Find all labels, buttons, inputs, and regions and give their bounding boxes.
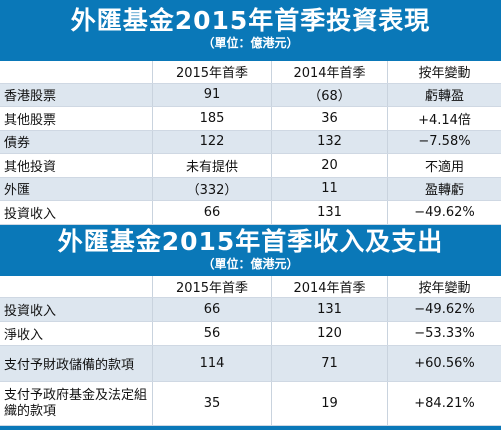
cell: 132 (271, 130, 388, 154)
cell: 11 (271, 177, 388, 201)
header-cell: 2015年首季 (152, 275, 272, 298)
header-cell: 2015年首季 (152, 61, 272, 84)
section1-banner: 外匯基金2015年首季投資表現 （單位：億港元） (0, 0, 501, 61)
cell: （332） (152, 177, 272, 201)
cell: 122 (152, 130, 272, 154)
income-expenditure-table: 2015年首季 2014年首季 按年變動 投資收入 66 131 −49.62%… (0, 275, 501, 426)
cell: （68） (271, 83, 388, 107)
header-cell: 按年變動 (387, 61, 501, 84)
row-label: 投資收入 (0, 200, 153, 225)
cell: +4.14倍 (387, 106, 501, 131)
cell: 114 (152, 345, 272, 382)
row-label: 香港股票 (0, 83, 153, 107)
section1-title: 外匯基金2015年首季投資表現 (70, 6, 431, 35)
row-label: 支付予財政儲備的款項 (0, 345, 153, 382)
section2-banner: 外匯基金2015年首季收入及支出 （單位：億港元） (0, 224, 501, 276)
row-label: 淨收入 (0, 321, 153, 346)
cell: 20 (271, 153, 388, 178)
cell: −53.33% (387, 321, 501, 346)
cell: 131 (271, 297, 388, 322)
cell: −49.62% (387, 200, 501, 225)
cell: +84.21% (387, 381, 501, 426)
cell: 盈轉虧 (387, 177, 501, 201)
bottom-rule (0, 426, 501, 430)
row-label: 外匯 (0, 177, 153, 201)
cell: 71 (271, 345, 388, 382)
cell: 120 (271, 321, 388, 346)
section1-unit: （單位：億港元） (202, 36, 299, 50)
header-cell: 按年變動 (387, 275, 501, 298)
table-row: 支付予財政儲備的款項 114 71 +60.56% (0, 345, 501, 382)
cell: 66 (152, 297, 272, 322)
row-label: 支付予政府基金及法定組織的款項 (0, 381, 153, 426)
cell: 36 (271, 106, 388, 131)
row-label: 債券 (0, 130, 153, 154)
table-row: 債券 122 132 −7.58% (0, 130, 501, 154)
table-row: 香港股票 91 （68） 虧轉盈 (0, 83, 501, 107)
table-row: 外匯 （332） 11 盈轉虧 (0, 177, 501, 201)
header-cell: 2014年首季 (271, 61, 388, 84)
row-label: 投資收入 (0, 297, 153, 322)
table-row: 其他投資 未有提供 20 不適用 (0, 153, 501, 178)
cell: 35 (152, 381, 272, 426)
row-label: 其他投資 (0, 153, 153, 178)
table-header-row: 2015年首季 2014年首季 按年變動 (0, 61, 501, 84)
investment-performance-table: 2015年首季 2014年首季 按年變動 香港股票 91 （68） 虧轉盈 其他… (0, 61, 501, 225)
cell: 131 (271, 200, 388, 225)
cell: −7.58% (387, 130, 501, 154)
cell: +60.56% (387, 345, 501, 382)
row-label: 其他股票 (0, 106, 153, 131)
header-cell: 2014年首季 (271, 275, 388, 298)
cell: 56 (152, 321, 272, 346)
cell: 19 (271, 381, 388, 426)
header-cell (0, 61, 153, 84)
cell: 虧轉盈 (387, 83, 501, 107)
table-row: 投資收入 66 131 −49.62% (0, 200, 501, 225)
cell: 91 (152, 83, 272, 107)
section2-title: 外匯基金2015年首季收入及支出 (57, 226, 444, 256)
table-row: 其他股票 185 36 +4.14倍 (0, 106, 501, 131)
header-cell (0, 275, 153, 298)
cell: 未有提供 (152, 153, 272, 178)
table-row: 淨收入 56 120 −53.33% (0, 321, 501, 346)
cell: 不適用 (387, 153, 501, 178)
table-header-row: 2015年首季 2014年首季 按年變動 (0, 275, 501, 298)
table-row: 支付予政府基金及法定組織的款項 35 19 +84.21% (0, 381, 501, 426)
cell: 66 (152, 200, 272, 225)
cell: 185 (152, 106, 272, 131)
table-row: 投資收入 66 131 −49.62% (0, 297, 501, 322)
cell: −49.62% (387, 297, 501, 322)
section2-unit: （單位：億港元） (202, 256, 299, 271)
